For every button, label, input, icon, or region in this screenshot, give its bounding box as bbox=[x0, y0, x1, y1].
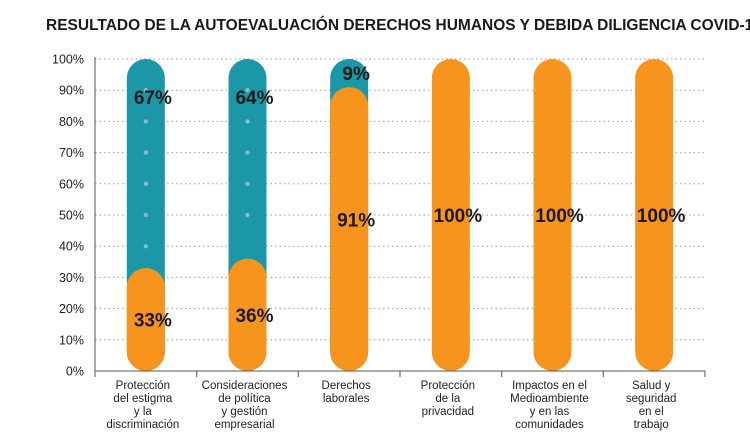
bar-dot bbox=[245, 88, 250, 93]
bar-dot bbox=[143, 244, 149, 249]
y-tick-label: 0% bbox=[66, 365, 84, 379]
x-tick-label-line: privacidad bbox=[422, 406, 474, 418]
x-tick-label-line: y en las bbox=[530, 406, 570, 418]
bar-dot bbox=[143, 150, 149, 155]
x-tick-label-line: Salud y bbox=[632, 380, 671, 392]
x-tick-label-line: discriminación bbox=[106, 419, 179, 431]
x-tick-label: Salud y seguridad en el trabajo bbox=[626, 380, 677, 431]
x-tick-label: Impactos en el Medioambiente y en las comun… bbox=[510, 380, 589, 431]
x-tick-label-line: Medioambiente bbox=[510, 393, 589, 405]
y-tick-label: 30% bbox=[59, 271, 84, 285]
x-tick-label-line: y gestión bbox=[221, 406, 267, 418]
y-tick-label: 80% bbox=[59, 115, 84, 129]
x-tick-label-line: y la bbox=[134, 406, 153, 418]
x-tick-label-line: empresarial bbox=[214, 419, 274, 431]
bar-dot bbox=[245, 119, 250, 124]
bar-dot bbox=[245, 181, 250, 186]
x-tick-label-line: laborales bbox=[323, 393, 370, 405]
data-label: 67% bbox=[134, 88, 172, 109]
data-label: 91% bbox=[337, 211, 375, 232]
bar-dot bbox=[245, 150, 250, 155]
chart-title: RESULTADO DE LA AUTOEVALUACIÓN DERECHOS … bbox=[46, 16, 750, 34]
y-axis: 0% 10% 20% 30% 40% 50% 60% 70% 80% 90% 100% bbox=[52, 53, 96, 379]
x-axis: Protección del estigma y la discriminaciónC… bbox=[94, 370, 706, 431]
bar-dot bbox=[143, 212, 149, 218]
y-tick-label: 20% bbox=[59, 302, 84, 316]
x-tick-label-line: de política bbox=[218, 393, 271, 405]
x-tick-label: Consideraciones de política y gestión empre… bbox=[202, 380, 288, 431]
x-tick-label-line: Derechos bbox=[322, 380, 371, 392]
x-tick-label: Protección de la privacidad bbox=[421, 380, 475, 418]
x-tick-label-line: Protección bbox=[421, 380, 475, 392]
data-label: 64% bbox=[235, 88, 273, 109]
data-label: 100% bbox=[637, 206, 686, 227]
data-label: 100% bbox=[535, 206, 584, 227]
bar-segment-orange bbox=[228, 258, 267, 371]
x-tick-label-line: Impactos en el bbox=[512, 380, 587, 392]
data-label: 9% bbox=[342, 64, 370, 85]
data-label: 100% bbox=[434, 206, 483, 227]
bar-segment-orange bbox=[431, 59, 470, 371]
data-label: 36% bbox=[235, 306, 273, 327]
bars: 33% 67% 36% 64% 91% 9% 100% 100% 100% bbox=[126, 59, 686, 371]
x-tick-label-line: de la bbox=[435, 393, 461, 405]
bar-segment-orange bbox=[635, 59, 674, 371]
y-tick-label: 90% bbox=[59, 84, 84, 98]
bar-dot bbox=[245, 212, 250, 218]
bar-dot bbox=[143, 119, 149, 124]
grid-lines bbox=[95, 58, 705, 341]
data-label: 33% bbox=[134, 311, 172, 332]
x-tick-label: Protección del estigma y la discriminación bbox=[106, 380, 179, 431]
bar-segment-orange bbox=[330, 87, 369, 371]
x-tick-label-line: Consideraciones bbox=[202, 380, 288, 392]
x-tick-label-line: del estigma bbox=[113, 393, 172, 405]
x-tick-label-line: trabajo bbox=[634, 419, 669, 431]
bar-dot bbox=[143, 181, 149, 186]
x-tick-label: Derechos laborales bbox=[322, 380, 371, 405]
bar-dot bbox=[143, 88, 149, 93]
y-tick-label: 100% bbox=[52, 53, 84, 67]
x-tick-label-line: comunidades bbox=[515, 419, 584, 431]
y-tick-label: 60% bbox=[59, 177, 84, 191]
x-tick-label-line: en el bbox=[639, 406, 664, 418]
y-tick-label: 70% bbox=[59, 146, 84, 160]
y-tick-label: 50% bbox=[59, 209, 84, 223]
x-tick-label-line: Protección bbox=[116, 380, 170, 392]
y-tick-label: 40% bbox=[59, 240, 84, 254]
bar-segment-orange bbox=[533, 59, 572, 371]
x-tick-label-line: seguridad bbox=[626, 393, 677, 405]
y-tick-label: 10% bbox=[59, 333, 84, 347]
bar-segment-orange bbox=[126, 268, 165, 371]
